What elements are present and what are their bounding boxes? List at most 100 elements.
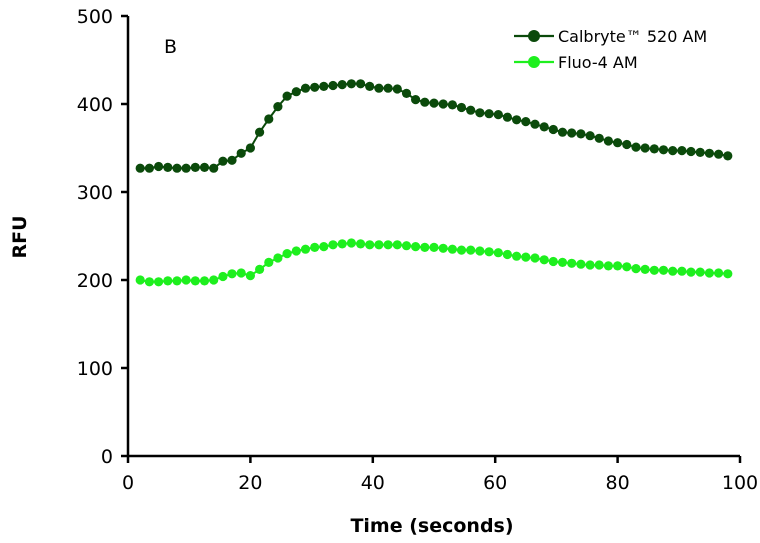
series-2-point <box>603 261 614 271</box>
series-2-point <box>521 252 531 262</box>
x-tick-label: 100 <box>722 472 758 494</box>
series-1-point <box>300 83 311 93</box>
series-1-point <box>539 122 549 132</box>
series-2-point <box>310 242 320 252</box>
series-1-point <box>502 112 512 122</box>
series-1-point <box>695 147 705 157</box>
legend-item: Fluo-4 AM <box>514 53 638 72</box>
series-1-point <box>245 143 255 153</box>
series-1-point <box>603 136 614 146</box>
series-2-point <box>346 238 356 248</box>
series-2-point <box>154 277 164 287</box>
series-1-point <box>383 83 393 93</box>
series-2-point <box>484 247 494 257</box>
y-axis-title: RFU <box>9 215 31 258</box>
series-2-point <box>493 248 503 258</box>
series-1-point <box>521 117 531 127</box>
series-1-point <box>154 161 164 172</box>
series-2-point <box>502 249 512 260</box>
y-tick-label: 100 <box>77 358 113 380</box>
series-2-point <box>585 260 595 270</box>
series-2-point <box>649 265 659 275</box>
series-1-point <box>548 124 558 135</box>
x-tick-label: 40 <box>361 472 385 494</box>
series-2-point <box>319 242 329 252</box>
series-2-point <box>181 275 191 285</box>
series-2-point <box>291 246 301 256</box>
legend-swatch-marker <box>528 56 540 68</box>
series-1-point <box>631 142 641 152</box>
series-2-point <box>695 267 705 277</box>
legend-item: Calbryte™ 520 AM <box>514 27 707 46</box>
series-1-point <box>658 145 669 155</box>
series-1-point <box>456 102 467 113</box>
series-1-point <box>374 83 384 93</box>
x-axis-title: Time (seconds) <box>350 515 513 537</box>
series-2-point <box>723 269 733 279</box>
series-1-point <box>438 99 448 109</box>
series-1-point <box>236 148 246 158</box>
series-2-point <box>704 268 715 278</box>
series-2-point <box>209 275 219 285</box>
series-2-point <box>337 239 347 249</box>
series-1-point <box>447 100 457 110</box>
series-1-point <box>356 79 366 89</box>
y-axis-ticks: 0 100 200 300 400 500 <box>77 6 128 468</box>
series-1-point <box>613 138 623 148</box>
series-2-point <box>163 276 173 286</box>
y-tick-label: 300 <box>77 182 113 204</box>
series-1-point <box>420 97 430 107</box>
series-2-point <box>539 255 549 265</box>
series-2-point <box>392 240 402 250</box>
series-2-point <box>365 240 375 250</box>
series-2-point <box>594 260 604 270</box>
series-2-point <box>613 261 623 271</box>
series-2-point <box>631 264 641 274</box>
series-2-point <box>567 258 577 268</box>
series-1-point <box>310 82 320 92</box>
series-1-point <box>484 109 494 119</box>
series-2-point <box>557 257 568 267</box>
series-1-point <box>319 81 329 91</box>
series-2-point <box>668 266 678 276</box>
series-2-point <box>429 242 439 252</box>
legend-label: Fluo-4 AM <box>558 53 638 72</box>
series-2-point <box>420 242 430 252</box>
series-2-point <box>356 239 366 249</box>
series-2-point <box>236 268 246 278</box>
series-2-point <box>548 256 558 267</box>
series-1-point <box>649 144 659 154</box>
series-1-point <box>714 149 724 159</box>
series-2-point <box>264 257 274 267</box>
series-2-point <box>411 242 421 252</box>
series-1-point <box>172 163 182 173</box>
series-2-point <box>374 240 384 250</box>
legend-label: Calbryte™ 520 AM <box>558 27 707 46</box>
series-2-point <box>401 241 412 251</box>
series-1-point <box>429 98 439 108</box>
series-1 <box>135 79 733 173</box>
series-1-point <box>493 110 503 120</box>
series-2-point <box>255 264 265 274</box>
series-1-point <box>401 88 412 98</box>
series-1-point <box>530 119 540 129</box>
series-1-point <box>291 87 301 97</box>
series-1-point <box>135 163 145 173</box>
series-2-point <box>218 271 228 282</box>
series-1-point <box>511 115 522 125</box>
series-1-point <box>199 162 210 172</box>
series-2-point <box>714 268 724 278</box>
series-2-point <box>447 244 457 254</box>
panel-label: B <box>164 36 177 58</box>
series-1-point <box>346 79 356 89</box>
series-1-point <box>328 80 338 91</box>
series-2-point <box>576 259 586 269</box>
series-2-point <box>530 253 540 263</box>
series-1-point <box>218 156 228 166</box>
y-tick-label: 200 <box>77 270 113 292</box>
series-2-point <box>135 275 145 285</box>
series-1-point <box>392 84 402 94</box>
series-2-point <box>658 265 669 275</box>
x-tick-label: 80 <box>606 472 630 494</box>
series-2-point <box>190 276 200 286</box>
